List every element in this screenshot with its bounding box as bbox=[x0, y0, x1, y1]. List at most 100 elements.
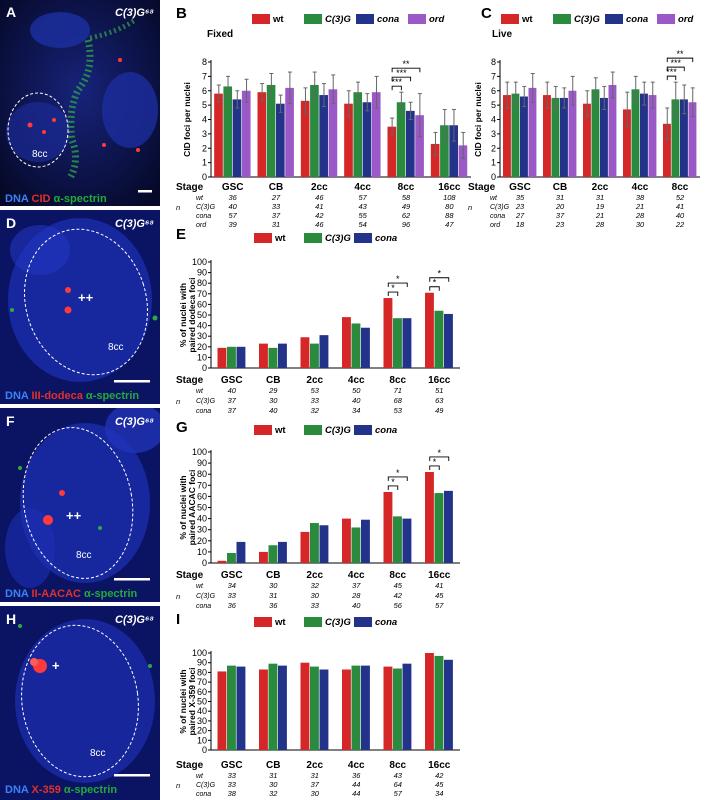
bar-wt-GSC bbox=[217, 671, 227, 750]
cell-label: 8cc bbox=[108, 342, 124, 353]
y-tick-label: 7 bbox=[202, 71, 207, 81]
n-value: 40 bbox=[676, 211, 685, 220]
bar-wt-4cc bbox=[342, 317, 351, 368]
bar-c3g-GSC bbox=[511, 93, 520, 177]
bar-wt-8cc bbox=[663, 123, 671, 177]
y-tick-label: 0 bbox=[202, 363, 207, 373]
bar-ord-2cc bbox=[328, 89, 338, 177]
n-row-key-cona: cona bbox=[196, 791, 211, 798]
bar-c3g-2cc bbox=[310, 343, 319, 368]
bar-wt-CB bbox=[259, 343, 268, 368]
bar-ord-CB bbox=[568, 90, 577, 177]
significance-bracket bbox=[391, 85, 402, 91]
n-value: 19 bbox=[596, 202, 605, 211]
y-tick-label: 100 bbox=[192, 447, 207, 457]
bar-cona-8cc bbox=[406, 110, 415, 177]
bar-c3g-16cc bbox=[440, 125, 449, 177]
y-tick-label: 40 bbox=[197, 321, 207, 331]
y-tick-label: 20 bbox=[197, 536, 207, 546]
n-value: 58 bbox=[402, 193, 411, 202]
bar-cona-16cc bbox=[444, 490, 453, 563]
category-label-8cc: 8cc bbox=[672, 182, 689, 193]
genotype-label: C(3)G⁶⁸ bbox=[115, 416, 154, 428]
n-value: 30 bbox=[269, 396, 278, 405]
n-value: 21 bbox=[635, 202, 644, 211]
n-value: 28 bbox=[351, 591, 361, 600]
bar-c3g-CB bbox=[268, 347, 278, 368]
bar-c3g-CB bbox=[266, 85, 276, 177]
n-value: 49 bbox=[435, 406, 444, 415]
n-value: 36 bbox=[228, 601, 237, 610]
n-value: 30 bbox=[269, 780, 278, 789]
legend-swatch-c3g bbox=[553, 14, 571, 24]
bar-ord-GSC bbox=[528, 87, 537, 177]
bar-wt-2cc bbox=[300, 662, 310, 750]
y-tick-label: 70 bbox=[197, 480, 207, 490]
y-tick-label: 0 bbox=[491, 172, 496, 182]
n-value: 33 bbox=[228, 591, 237, 600]
bar-cona-4cc bbox=[361, 665, 370, 750]
significance-label: * bbox=[396, 468, 400, 478]
bar-c3g-4cc bbox=[351, 527, 361, 563]
n-value: 64 bbox=[394, 780, 402, 789]
bar-cona-16cc bbox=[444, 313, 453, 368]
bar-c3g-GSC bbox=[227, 346, 236, 368]
legend-swatch-wt bbox=[501, 14, 519, 24]
legend-swatch-ord bbox=[657, 14, 675, 24]
significance-bracket bbox=[666, 66, 685, 72]
bar-ord-CB bbox=[285, 87, 294, 177]
y-tick-label: 90 bbox=[197, 658, 207, 668]
n-row-key-wt: wt bbox=[196, 195, 204, 202]
n-value: 56 bbox=[394, 601, 403, 610]
y-tick-label: 100 bbox=[192, 648, 207, 658]
y-tick-label: 70 bbox=[197, 677, 207, 687]
n-value: 40 bbox=[228, 386, 237, 395]
category-label-8cc: 8cc bbox=[389, 760, 406, 771]
bar-cona-2cc bbox=[319, 525, 329, 563]
y-tick-label: 7 bbox=[491, 71, 496, 81]
legend-label-cona: cona bbox=[375, 233, 397, 244]
category-label-16cc: 16cc bbox=[428, 375, 451, 386]
y-tick-label: 2 bbox=[491, 143, 496, 153]
bar-cona-CB bbox=[276, 103, 285, 177]
n-value: 40 bbox=[352, 396, 361, 405]
y-tick-label: 0 bbox=[202, 745, 207, 755]
n-label: n bbox=[176, 397, 180, 406]
legend-label-wt: wt bbox=[272, 14, 284, 25]
bar-c3g-2cc bbox=[310, 523, 319, 563]
bar-ord-4cc bbox=[648, 95, 657, 177]
bar-wt-2cc bbox=[300, 337, 310, 368]
y-axis-label: CID foci per nuclei bbox=[182, 82, 192, 157]
y-axis-label: % of nuclei with bbox=[178, 475, 188, 539]
significance-bracket bbox=[666, 57, 694, 63]
n-value: 44 bbox=[352, 780, 360, 789]
y-tick-label: 40 bbox=[197, 706, 207, 716]
n-value: 30 bbox=[636, 220, 645, 229]
panel-label-a: A bbox=[6, 4, 16, 20]
legend-label-c3g: C(3)G bbox=[574, 14, 600, 25]
n-value: 35 bbox=[516, 193, 525, 202]
significance-label: * bbox=[391, 477, 395, 487]
n-row-key-ord: ord bbox=[490, 222, 501, 229]
bar-cona-2cc bbox=[319, 669, 329, 750]
n-value: 36 bbox=[228, 193, 237, 202]
legend-swatch-c3g bbox=[304, 617, 322, 627]
bar-c3g-GSC bbox=[227, 553, 236, 563]
bar-c3g-2cc bbox=[310, 85, 319, 177]
bar-cona-2cc bbox=[600, 97, 608, 177]
bar-cona-8cc bbox=[402, 663, 412, 750]
significance-bracket bbox=[391, 67, 421, 73]
n-value: 31 bbox=[311, 771, 319, 780]
bar-wt-4cc bbox=[342, 518, 351, 563]
legend-label-wt: wt bbox=[274, 617, 286, 628]
pair-mark: ++ bbox=[78, 290, 94, 305]
y-tick-label: 30 bbox=[197, 716, 207, 726]
bar-wt-GSC bbox=[217, 560, 227, 563]
n-value: 40 bbox=[352, 601, 361, 610]
scale-bar bbox=[114, 578, 150, 581]
y-tick-label: 0 bbox=[202, 558, 207, 568]
bar-c3g-16cc bbox=[434, 655, 444, 750]
y-axis-label: % of nuclei with bbox=[178, 283, 188, 347]
bar-c3g-8cc bbox=[393, 668, 402, 750]
